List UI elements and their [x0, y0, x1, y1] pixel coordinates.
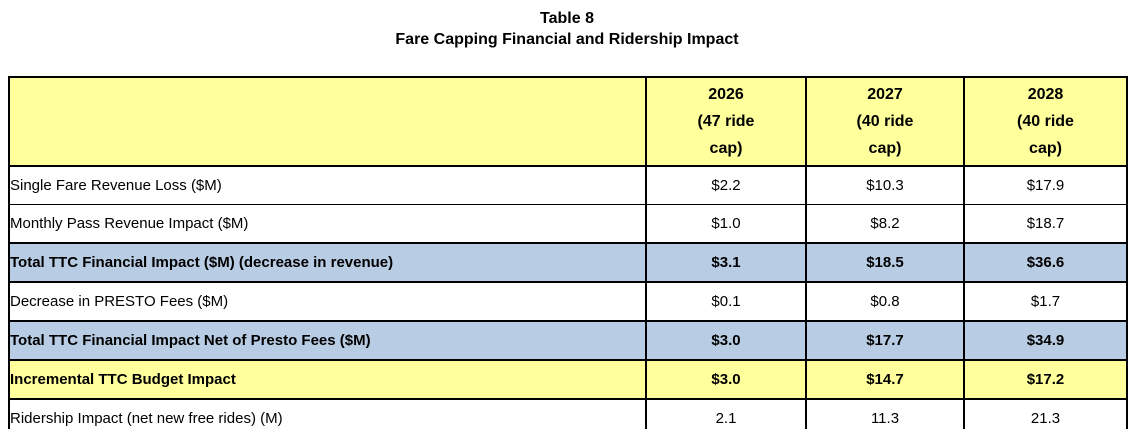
row-label: Decrease in PRESTO Fees ($M): [8, 281, 647, 322]
row-label: Single Fare Revenue Loss ($M): [8, 165, 647, 205]
cell-value-2027: $0.8: [805, 281, 965, 322]
table-row-decrease-in-presto-fees: Decrease in PRESTO Fees ($M) $0.1 $0.8 $…: [8, 281, 1128, 322]
table-title: Table 8 Fare Capping Financial and Rider…: [8, 8, 1126, 50]
row-label: Monthly Pass Revenue Impact ($M): [8, 204, 647, 244]
row-label: Total TTC Financial Impact Net of Presto…: [8, 320, 647, 361]
row-label: Incremental TTC Budget Impact: [8, 359, 647, 400]
cell-value-2026: $3.0: [645, 320, 807, 361]
cell-value-2026: $3.1: [645, 242, 807, 283]
cell-value-2028: $17.2: [963, 359, 1128, 400]
table-row-incremental-ttc-budget-impact: Incremental TTC Budget Impact $3.0 $14.7…: [8, 359, 1128, 400]
cell-value-2026: 2.1: [645, 398, 807, 429]
document-page: Table 8 Fare Capping Financial and Rider…: [0, 8, 1134, 429]
cell-value-2027: $17.7: [805, 320, 965, 361]
table-row-ridership-impact: Ridership Impact (net new free rides) (M…: [8, 398, 1128, 429]
cell-value-2028: $1.7: [963, 281, 1128, 322]
cell-value-2027: $10.3: [805, 165, 965, 205]
row-label: Ridership Impact (net new free rides) (M…: [8, 398, 647, 429]
cell-value-2027: 11.3: [805, 398, 965, 429]
cell-value-2026: $1.0: [645, 204, 807, 244]
cell-value-2028: 21.3: [963, 398, 1128, 429]
row-label: Total TTC Financial Impact ($M) (decreas…: [8, 242, 647, 283]
fare-capping-table: 2026 (47 ride cap) 2027 (40 ride cap) 20…: [8, 76, 1128, 429]
cell-value-2028: $18.7: [963, 204, 1128, 244]
column-header-2027: 2027 (40 ride cap): [805, 76, 965, 167]
table-row-total-ttc-financial-impact: Total TTC Financial Impact ($M) (decreas…: [8, 242, 1128, 283]
table-row-single-fare-revenue-loss: Single Fare Revenue Loss ($M) $2.2 $10.3…: [8, 165, 1128, 205]
cell-value-2028: $36.6: [963, 242, 1128, 283]
cell-value-2028: $17.9: [963, 165, 1128, 205]
cell-value-2026: $0.1: [645, 281, 807, 322]
table-header-row: 2026 (47 ride cap) 2027 (40 ride cap) 20…: [8, 76, 1128, 167]
cell-value-2026: $3.0: [645, 359, 807, 400]
cell-value-2027: $8.2: [805, 204, 965, 244]
table-row-monthly-pass-revenue-impact: Monthly Pass Revenue Impact ($M) $1.0 $8…: [8, 204, 1128, 244]
table-title-line1: Table 8: [540, 10, 594, 27]
cell-value-2026: $2.2: [645, 165, 807, 205]
table-title-line2: Fare Capping Financial and Ridership Imp…: [395, 31, 739, 48]
cell-value-2027: $14.7: [805, 359, 965, 400]
column-header-2028: 2028 (40 ride cap): [963, 76, 1128, 167]
cell-value-2028: $34.9: [963, 320, 1128, 361]
corner-header-cell: [8, 76, 647, 167]
column-header-2026: 2026 (47 ride cap): [645, 76, 807, 167]
table-row-total-ttc-impact-net-of-presto: Total TTC Financial Impact Net of Presto…: [8, 320, 1128, 361]
cell-value-2027: $18.5: [805, 242, 965, 283]
